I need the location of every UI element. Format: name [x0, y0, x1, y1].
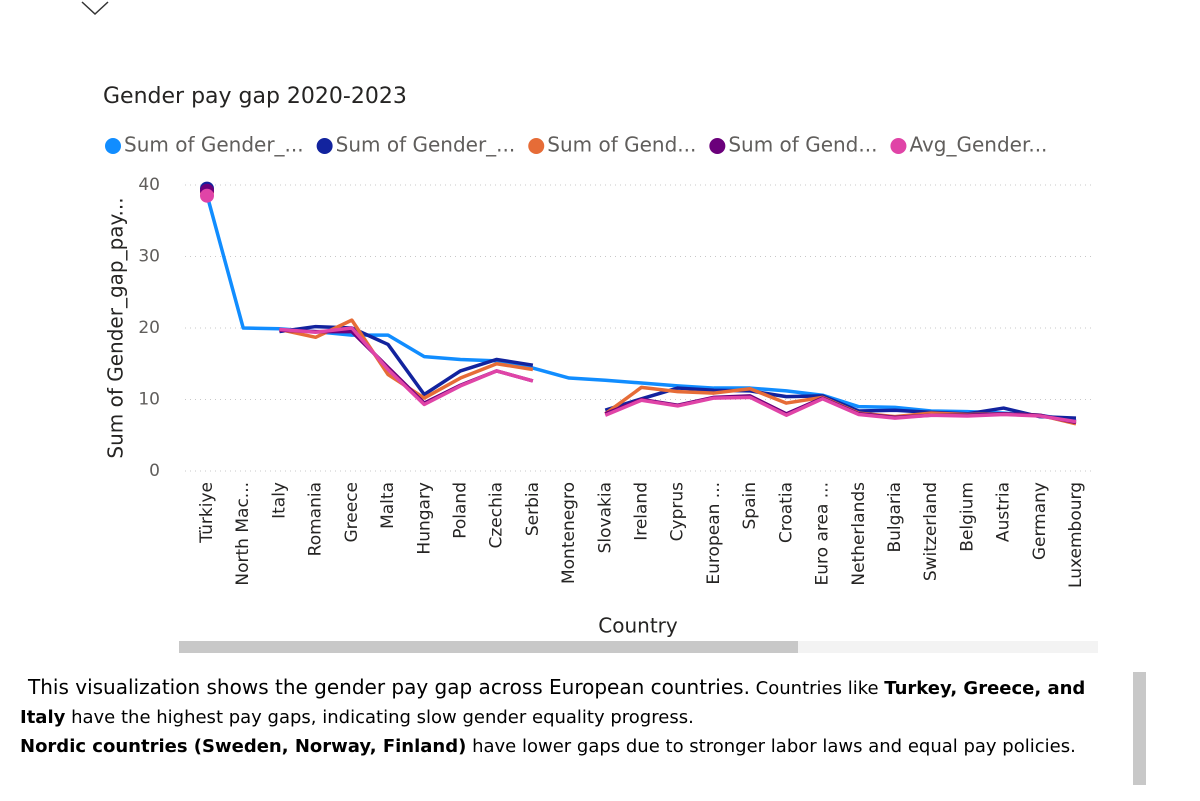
- x-tick-label: Luxembourg: [1066, 482, 1086, 588]
- y-tick-label: 10: [138, 390, 160, 410]
- legend-label: Sum of Gender_...: [336, 133, 516, 157]
- description-text: have the highest pay gaps, indicating sl…: [71, 707, 694, 728]
- series-line: [279, 324, 534, 397]
- x-tick-label: Malta: [378, 482, 398, 529]
- legend-marker: [890, 138, 907, 154]
- series-line: [604, 395, 1077, 424]
- x-tick-label: Switzerland: [921, 482, 941, 581]
- legend-label: Avg_Gender...: [909, 133, 1047, 157]
- legend-label: Sum of Gend...: [547, 133, 696, 157]
- legend-label: Sum of Gend...: [728, 133, 877, 157]
- x-tick-label: Belgium: [957, 482, 977, 552]
- x-tick-label: Ireland: [632, 482, 652, 541]
- x-tick-label: Bulgaria: [885, 482, 905, 553]
- x-tick-label: Poland: [450, 482, 470, 539]
- x-tick-label: European ...: [704, 482, 724, 585]
- chart-title: Gender pay gap 2020-2023: [103, 84, 407, 109]
- legend-marker: [316, 138, 333, 154]
- x-tick-label: Greece: [342, 482, 362, 543]
- x-tick-label: Czechia: [487, 482, 507, 549]
- x-tick-label: Austria: [994, 482, 1014, 542]
- y-axis-label: Sum of Gender_gap_pay...: [104, 197, 128, 458]
- x-axis-label: Country: [598, 614, 678, 638]
- scrollbar-thumb[interactable]: [179, 641, 798, 653]
- x-tick-label: Croatia: [776, 482, 796, 543]
- x-tick-label: Türkiye: [197, 482, 217, 544]
- description-text: This visualization shows the gender pay …: [28, 675, 750, 699]
- x-tick-label: Hungary: [414, 482, 434, 555]
- description-bold: Turkey, Greece, and Italy: [20, 678, 1086, 728]
- collapse-chevron[interactable]: [81, 1, 109, 16]
- description: This visualization shows the gender pay …: [20, 673, 1110, 761]
- x-tick-label: Netherlands: [849, 482, 869, 586]
- legend-marker: [105, 138, 121, 154]
- text-scrollbar[interactable]: [1133, 672, 1146, 785]
- description-bold: Nordic countries (Sweden, Norway, Finlan…: [20, 736, 467, 757]
- description-text: have lower gaps due to stronger labor la…: [472, 736, 1076, 757]
- y-tick-label: 0: [149, 461, 160, 481]
- x-tick-label: Spain: [740, 482, 760, 530]
- x-tick-label: North Mac...: [233, 482, 253, 586]
- legend-marker: [709, 138, 726, 154]
- x-tick-label: Germany: [1030, 482, 1050, 560]
- x-tick-label: Euro area ...: [813, 482, 833, 585]
- point: [200, 188, 214, 203]
- x-tick-label: Cyprus: [668, 482, 688, 541]
- x-tick-label: Romania: [306, 482, 326, 556]
- y-tick-label: 40: [138, 175, 160, 195]
- x-tick-label: Slovakia: [595, 482, 615, 553]
- x-tick-label: Montenegro: [559, 482, 579, 584]
- description-text: Countries like: [755, 678, 879, 699]
- x-tick-label: Serbia: [523, 482, 543, 536]
- legend-label: Sum of Gender_...: [124, 133, 304, 157]
- x-tick-label: Italy: [269, 482, 289, 519]
- y-tick-label: 20: [138, 318, 160, 338]
- legend-marker: [528, 138, 545, 154]
- series-line: [279, 326, 534, 407]
- y-tick-label: 30: [138, 247, 160, 267]
